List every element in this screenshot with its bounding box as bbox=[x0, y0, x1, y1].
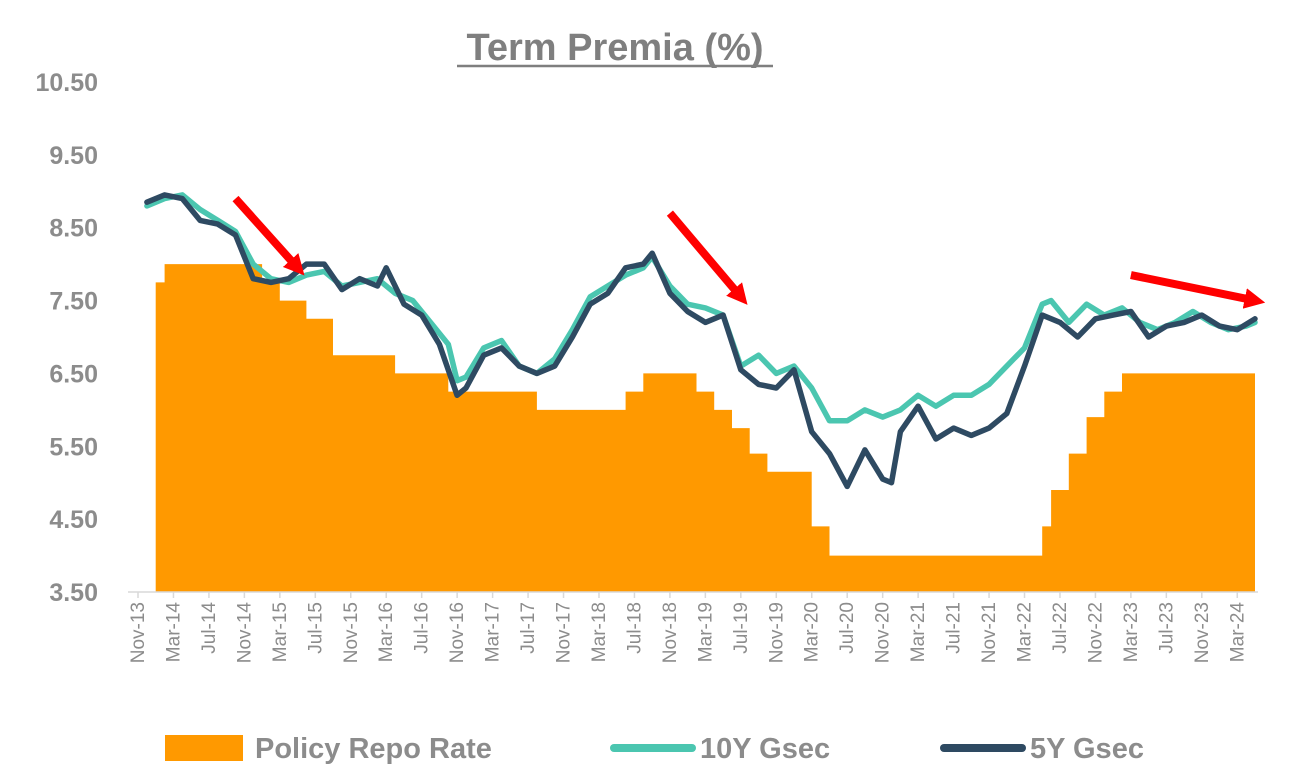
x-tick-label: Jul-17 bbox=[518, 602, 539, 654]
x-tick-label: Jul-14 bbox=[199, 602, 220, 654]
legend-label: Policy Repo Rate bbox=[255, 733, 492, 765]
legend: Policy Repo Rate 10Y Gsec 5Y Gsec bbox=[165, 733, 1144, 765]
x-axis-ticks: Nov-13 Mar-14 Jul-14 Nov-14 Mar-15 Jul-15 Nov-… bbox=[128, 592, 1248, 663]
x-tick-label: Jul-16 bbox=[412, 602, 433, 654]
x-tick-label: Nov-15 bbox=[341, 602, 362, 663]
x-tick-label: Nov-23 bbox=[1192, 602, 1213, 663]
legend-label: 5Y Gsec bbox=[1030, 733, 1144, 765]
y-tick-label: 5.50 bbox=[49, 433, 98, 461]
x-tick-label: Nov-13 bbox=[128, 602, 149, 663]
x-tick-label: Mar-20 bbox=[802, 602, 823, 662]
red-arrow bbox=[666, 210, 748, 305]
repo-area-layer bbox=[155, 264, 1256, 592]
y-tick-label: 8.50 bbox=[49, 215, 98, 243]
y-tick-label: 10.50 bbox=[35, 69, 98, 97]
x-tick-label: Mar-18 bbox=[589, 602, 610, 662]
x-tick-label: Mar-15 bbox=[270, 602, 291, 662]
x-tick-label: Mar-24 bbox=[1227, 602, 1248, 663]
y-tick-label: 4.50 bbox=[49, 506, 98, 534]
x-tick-label: Nov-18 bbox=[660, 602, 681, 663]
x-tick-label: Nov-14 bbox=[234, 602, 255, 664]
x-tick-label: Jul-19 bbox=[731, 602, 752, 654]
x-tick-label: Mar-22 bbox=[1015, 602, 1036, 662]
legend-swatch bbox=[165, 735, 243, 761]
x-tick-label: Nov-19 bbox=[766, 602, 787, 663]
y-axis-ticks: 3.50 4.50 5.50 6.50 7.50 8.50 9.50 10.50 bbox=[35, 69, 98, 607]
x-tick-label: Mar-17 bbox=[483, 602, 504, 662]
x-tick-label: Nov-16 bbox=[447, 602, 468, 663]
legend-label: 10Y Gsec bbox=[700, 733, 830, 765]
x-tick-label: Nov-21 bbox=[979, 602, 1000, 663]
x-tick-label: Nov-17 bbox=[554, 602, 575, 663]
x-tick-label: Jul-22 bbox=[1050, 602, 1071, 654]
chart-title: Term Premia (%) bbox=[466, 27, 763, 69]
red-arrow bbox=[232, 195, 305, 276]
y-tick-label: 7.50 bbox=[49, 288, 98, 316]
y-tick-label: 9.50 bbox=[49, 142, 98, 170]
lines-layer bbox=[144, 192, 1258, 490]
x-tick-label: Jul-20 bbox=[837, 602, 858, 654]
x-tick-label: Mar-14 bbox=[163, 602, 184, 663]
x-tick-label: Nov-22 bbox=[1085, 602, 1106, 663]
x-tick-label: Mar-19 bbox=[695, 602, 716, 662]
x-tick-label: Jul-18 bbox=[624, 602, 645, 654]
x-tick-label: Mar-23 bbox=[1121, 602, 1142, 662]
x-tick-label: Jul-23 bbox=[1156, 602, 1177, 654]
annotation-arrows bbox=[232, 195, 1266, 309]
x-tick-label: Mar-21 bbox=[908, 602, 929, 662]
y-tick-label: 6.50 bbox=[49, 360, 98, 388]
y-tick-label: 3.50 bbox=[49, 579, 98, 607]
5y-gsec-line bbox=[144, 192, 1258, 490]
policy-repo-rate-area bbox=[155, 264, 1256, 592]
red-arrow bbox=[1130, 271, 1266, 309]
x-tick-label: Mar-16 bbox=[376, 602, 397, 662]
x-tick-label: Nov-20 bbox=[873, 602, 894, 663]
x-tick-label: Jul-15 bbox=[305, 602, 326, 654]
x-tick-label: Jul-21 bbox=[944, 602, 965, 654]
